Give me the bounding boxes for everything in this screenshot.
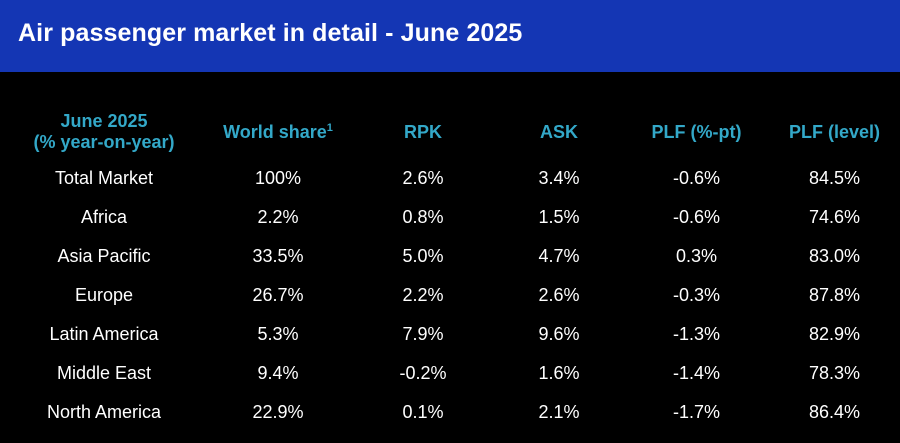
cell-rpk: 0.1% bbox=[402, 402, 444, 422]
cell-world-share: 9.4% bbox=[257, 363, 299, 383]
table-header: June 2025 (% year-on-year) World share1 … bbox=[0, 105, 896, 159]
page-title: Air passenger market in detail - June 20… bbox=[18, 19, 523, 47]
cell-plf-pt: -0.3% bbox=[672, 285, 721, 305]
cell-plf-level: 82.9% bbox=[808, 324, 861, 344]
cell-region: Europe bbox=[74, 285, 134, 305]
cell-region: Latin America bbox=[49, 324, 159, 344]
table-row-north-america: North America 22.9% 0.1% 2.1% -1.7% 86.4… bbox=[0, 393, 896, 432]
table-row-europe: Europe 26.7% 2.2% 2.6% -0.3% 87.8% bbox=[0, 276, 896, 315]
column-header-plf-pt: PLF (%-pt) bbox=[651, 121, 742, 142]
column-header-region: June 2025 (% year-on-year) bbox=[0, 105, 208, 159]
cell-ask: 1.5% bbox=[538, 207, 580, 227]
cell-ask: 1.6% bbox=[538, 363, 580, 383]
cell-plf-level: 74.6% bbox=[808, 207, 861, 227]
cell-region: Asia Pacific bbox=[57, 246, 151, 266]
table-row-asia-pacific: Asia Pacific 33.5% 5.0% 4.7% 0.3% 83.0% bbox=[0, 237, 896, 276]
table-row-latin-america: Latin America 5.3% 7.9% 9.6% -1.3% 82.9% bbox=[0, 315, 896, 354]
cell-region: Total Market bbox=[54, 168, 154, 188]
cell-rpk: 2.2% bbox=[402, 285, 444, 305]
cell-plf-pt: -1.7% bbox=[672, 402, 721, 422]
cell-plf-pt: -1.4% bbox=[672, 363, 721, 383]
column-header-world-share: World share1 bbox=[208, 105, 348, 159]
cell-world-share: 26.7% bbox=[252, 285, 304, 305]
cell-plf-level: 78.3% bbox=[808, 363, 861, 383]
table-row-total-market: Total Market 100% 2.6% 3.4% -0.6% 84.5% bbox=[0, 159, 896, 198]
cell-ask: 2.1% bbox=[538, 402, 580, 422]
cell-world-share: 100% bbox=[254, 168, 302, 188]
world-share-label: World share bbox=[223, 121, 327, 142]
cell-rpk: 0.8% bbox=[402, 207, 444, 227]
cell-ask: 2.6% bbox=[538, 285, 580, 305]
cell-region: Middle East bbox=[56, 363, 152, 383]
cell-plf-pt: 0.3% bbox=[675, 246, 718, 266]
cell-ask: 9.6% bbox=[538, 324, 580, 344]
passenger-market-table: June 2025 (% year-on-year) World share1 … bbox=[0, 105, 896, 432]
cell-plf-pt: -0.6% bbox=[672, 207, 721, 227]
table-row-africa: Africa 2.2% 0.8% 1.5% -0.6% 74.6% bbox=[0, 198, 896, 237]
column-header-rpk: RPK bbox=[403, 121, 442, 142]
cell-plf-pt: -0.6% bbox=[672, 168, 721, 188]
column-header-plf-level: PLF (level) bbox=[788, 121, 881, 142]
table-row-middle-east: Middle East 9.4% -0.2% 1.6% -1.4% 78.3% bbox=[0, 354, 896, 393]
cell-region: North America bbox=[46, 402, 162, 422]
cell-world-share: 2.2% bbox=[257, 207, 299, 227]
title-banner: Air passenger market in detail - June 20… bbox=[0, 0, 900, 72]
cell-rpk: 2.6% bbox=[402, 168, 444, 188]
column-header-region-line2: (% year-on-year) bbox=[33, 132, 175, 152]
column-header-region-line1: June 2025 bbox=[60, 111, 148, 131]
cell-plf-level: 87.8% bbox=[808, 285, 861, 305]
footnote-marker: 1 bbox=[326, 121, 333, 134]
cell-plf-pt: -1.3% bbox=[672, 324, 721, 344]
cell-plf-level: 83.0% bbox=[808, 246, 861, 266]
cell-rpk: -0.2% bbox=[399, 363, 447, 383]
cell-ask: 4.7% bbox=[538, 246, 580, 266]
cell-world-share: 5.3% bbox=[257, 324, 299, 344]
cell-world-share: 33.5% bbox=[252, 246, 304, 266]
header-row: June 2025 (% year-on-year) World share1 … bbox=[0, 105, 896, 159]
cell-rpk: 5.0% bbox=[402, 246, 444, 266]
cell-plf-level: 84.5% bbox=[808, 168, 861, 188]
cell-world-share: 22.9% bbox=[252, 402, 304, 422]
cell-ask: 3.4% bbox=[538, 168, 580, 188]
table-body: Total Market 100% 2.6% 3.4% -0.6% 84.5% … bbox=[0, 159, 896, 432]
cell-rpk: 7.9% bbox=[402, 324, 444, 344]
cell-region: Africa bbox=[80, 207, 127, 227]
column-header-ask: ASK bbox=[539, 121, 578, 142]
cell-plf-level: 86.4% bbox=[808, 402, 861, 422]
